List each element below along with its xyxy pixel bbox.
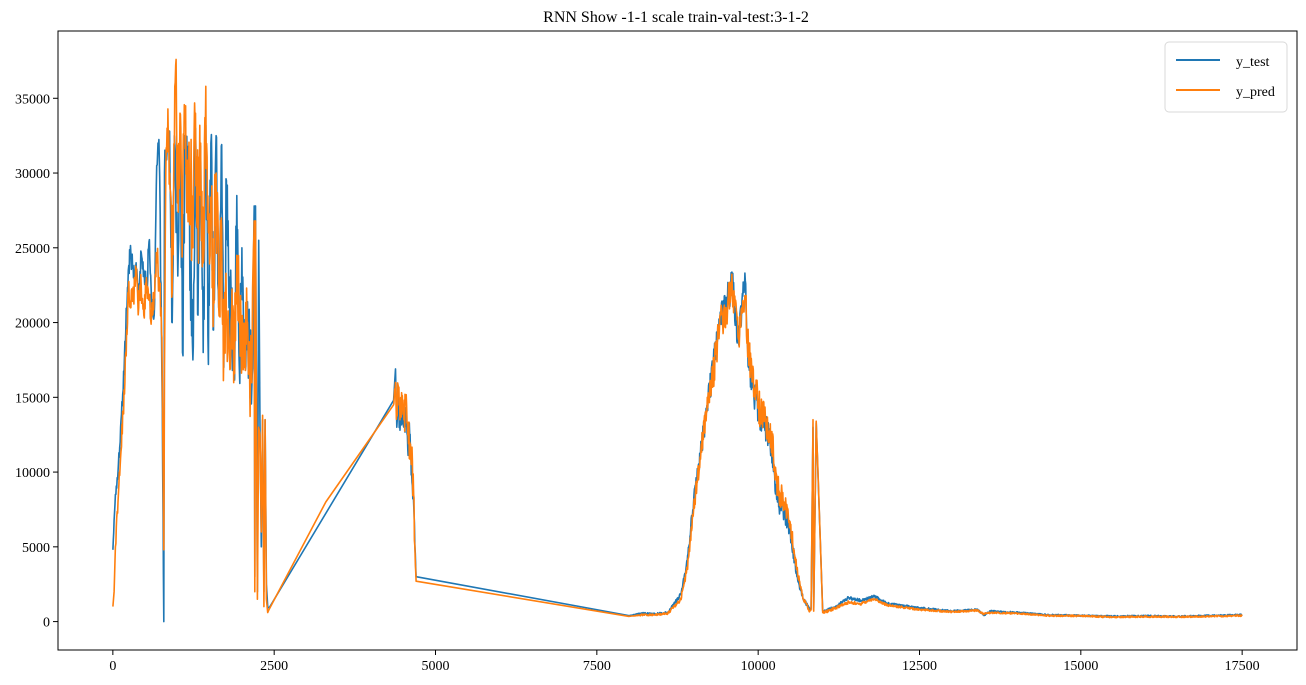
x-tick-label: 15000 (1063, 659, 1098, 674)
y-tick-label: 25000 (15, 242, 50, 257)
x-tick-label: 5000 (422, 659, 450, 674)
series-layer (112, 58, 1243, 623)
y-tick-label: 35000 (15, 92, 50, 107)
plot-frame (57, 30, 1298, 651)
y-tick-label: 10000 (15, 466, 50, 481)
y-tick-label: 30000 (15, 167, 50, 182)
legend-frame (1164, 41, 1288, 113)
x-tick-label: 2500 (260, 659, 288, 674)
y-tick-label: 20000 (15, 317, 50, 332)
series-line-y-test (112, 124, 1243, 623)
x-tick-label: 7500 (583, 659, 611, 674)
x-tick-label: 12500 (902, 659, 937, 674)
y-tick-label: 5000 (22, 541, 50, 556)
x-tick-label: 10000 (741, 659, 776, 674)
axes-layer: 0 2500 5000 7500 10000 12500 15000 17500 0 5000 10… (15, 30, 1298, 674)
legend-label-y-pred: y_pred (1236, 85, 1275, 100)
y-tick-label: 15000 (15, 391, 50, 406)
x-tick-label: 0 (109, 659, 116, 674)
x-tick-label: 17500 (1225, 659, 1260, 674)
legend-label-y-test: y_test (1236, 55, 1270, 70)
legend: y_test y_pred (1164, 41, 1288, 113)
y-tick-label: 0 (43, 616, 50, 631)
chart-title: RNN Show -1-1 scale train-val-test:3-1-2 (543, 9, 809, 26)
series-line-y-pred (112, 58, 1243, 619)
